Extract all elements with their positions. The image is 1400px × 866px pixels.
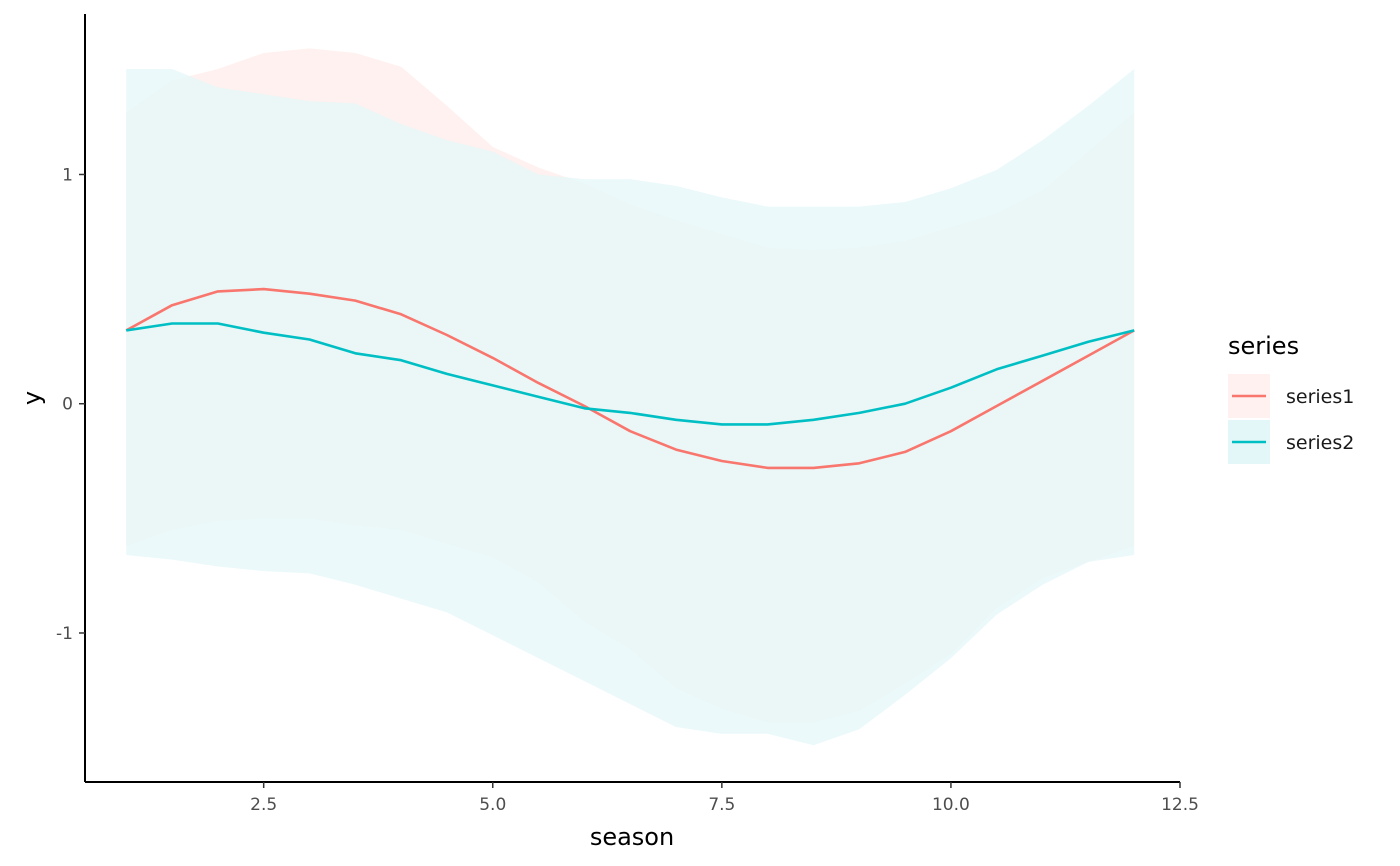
y-tick-label: 0 [62,395,73,415]
legend: series series1 series2 [1228,332,1354,464]
legend-item-series1: series1 [1228,374,1354,418]
x-tick-label: 7.5 [708,795,735,815]
band-series2 [126,69,1135,746]
x-axis-ticks: 2.5 5.0 7.5 10.0 12.5 [250,782,1199,815]
x-tick-label: 10.0 [932,795,970,815]
legend-title: series [1228,332,1299,360]
y-tick-label: 1 [62,165,73,185]
confidence-bands [126,48,1135,746]
line-series2 [126,322,1135,426]
legend-item-series2: series2 [1228,420,1354,464]
legend-items: series1 series2 [1228,374,1354,464]
y-tick-label: -1 [56,624,73,644]
x-axis-title: season [590,823,674,851]
y-axis-title: y [18,391,46,405]
series-lines [125,287,1135,470]
legend-label: series1 [1286,386,1354,408]
y-axis-ticks: -1 0 1 [56,165,85,644]
x-tick-label: 5.0 [479,795,506,815]
line-series1 [125,287,1135,470]
legend-label: series2 [1286,432,1354,454]
x-tick-label: 2.5 [250,795,277,815]
x-tick-label: 12.5 [1161,795,1199,815]
